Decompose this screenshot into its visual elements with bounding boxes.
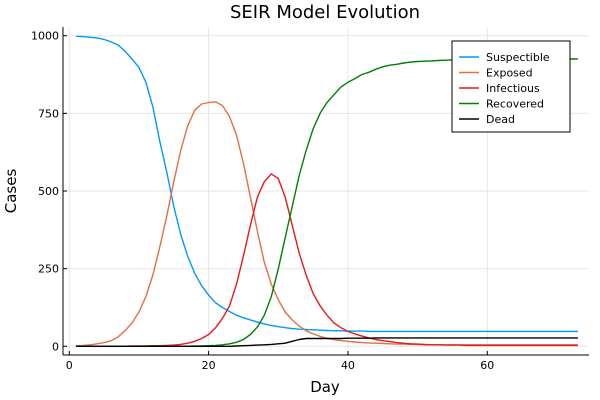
legend-label-exposed: Exposed — [486, 67, 533, 80]
legend-label-suspectible: Suspectible — [486, 51, 550, 64]
series-line-dead — [76, 337, 578, 347]
series-line-suspectible — [76, 35, 578, 333]
y-tick-labels: 0 250 500 750 1000 — [31, 30, 67, 353]
series-line-exposed — [76, 101, 578, 347]
y-tick-label: 0 — [52, 340, 59, 353]
x-tick-label: 40 — [341, 359, 355, 372]
y-tick-label: 1000 — [31, 30, 59, 43]
legend-label-infectious: Infectious — [486, 82, 540, 95]
x-axis-label: Day — [310, 378, 340, 396]
x-tick-label: 20 — [202, 359, 216, 372]
y-tick-label: 750 — [38, 107, 59, 120]
series-lines — [76, 35, 578, 347]
series-line-infectious — [76, 173, 578, 347]
x-tick-label: 60 — [480, 359, 494, 372]
chart-title: SEIR Model Evolution — [230, 2, 420, 23]
x-tick-label: 0 — [66, 359, 73, 372]
y-tick-label: 500 — [38, 185, 59, 198]
legend-label-dead: Dead — [486, 113, 515, 126]
legend: Suspectible Exposed Infectious Recovered Dea… — [451, 40, 571, 133]
y-tick-label: 250 — [38, 263, 59, 276]
x-tick-labels: 0 20 40 60 — [66, 351, 494, 372]
legend-items: Suspectible Exposed Infectious Recovered Dea… — [459, 51, 550, 126]
legend-box — [451, 40, 571, 133]
legend-label-recovered: Recovered — [486, 98, 544, 111]
y-axis-label: Cases — [2, 169, 20, 214]
